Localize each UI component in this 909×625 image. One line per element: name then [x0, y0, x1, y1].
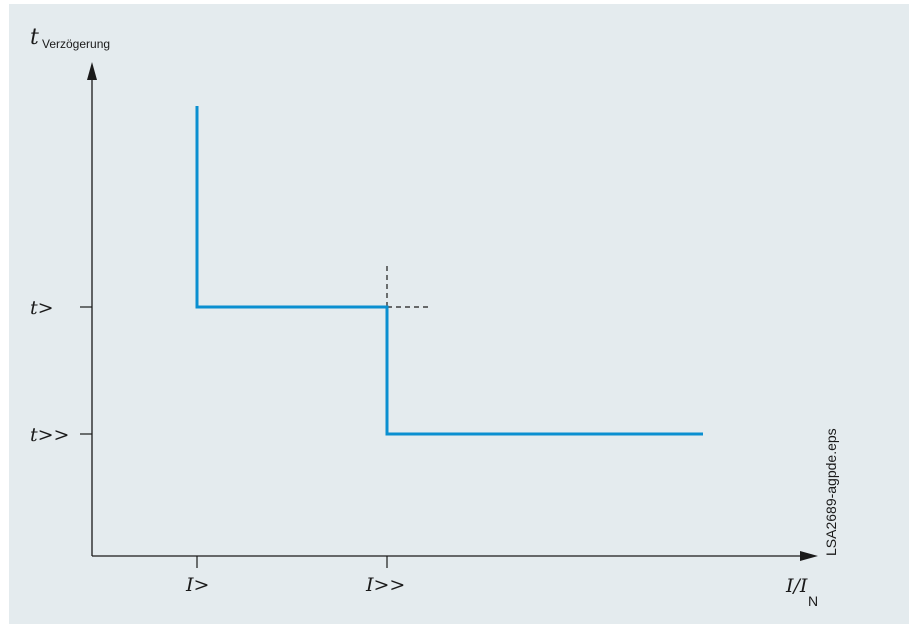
y-tick-label-t-gtgt: t>> [30, 424, 69, 446]
tripping-characteristic-curve [195, 106, 703, 436]
figure-panel [9, 4, 909, 624]
x-axis-subscript: N [808, 593, 818, 609]
y-axis-label: t [30, 25, 39, 50]
y-tick-label-t-gt: t> [30, 297, 54, 319]
x-tick-label-i-gtgt: I>> [365, 574, 405, 596]
x-axis-label: I/I [785, 575, 808, 597]
y-axis-arrow [87, 62, 97, 80]
x-tick-label-i-gt: I> [185, 574, 209, 596]
y-axis-subscript: Verzögerung [42, 37, 110, 51]
file-name-label: LSA2689-agpde.eps [823, 428, 839, 556]
x-axis-arrow [800, 551, 818, 561]
